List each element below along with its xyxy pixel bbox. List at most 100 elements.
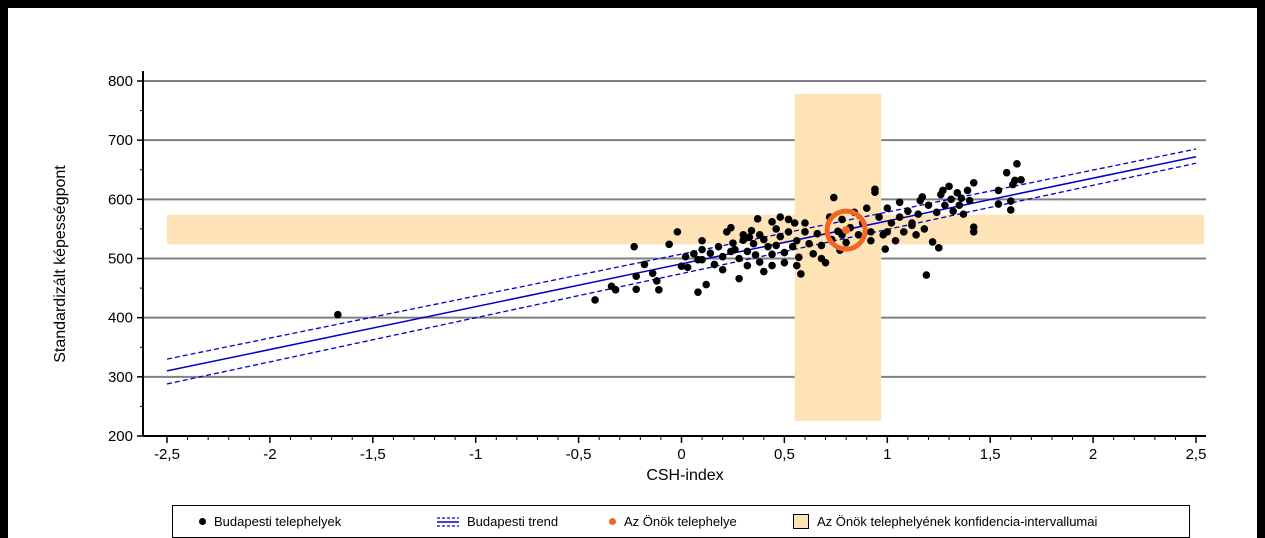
trend-lower-bound	[166, 162, 1197, 385]
data-point-78	[862, 204, 871, 213]
data-point-106	[945, 182, 953, 191]
data-point-24	[714, 242, 723, 251]
data-point-130	[957, 194, 966, 202]
y-axis-label: Standardizált képességpont	[52, 165, 69, 363]
data-point-85	[883, 228, 892, 236]
data-point-87	[887, 219, 896, 227]
data-point-110	[955, 201, 964, 210]
data-point-73	[842, 238, 850, 247]
data-point-25	[718, 252, 727, 261]
site-marker	[824, 208, 868, 252]
data-point-54	[784, 215, 793, 224]
data-point-97	[920, 225, 929, 233]
data-point-19	[698, 245, 706, 254]
data-point-7	[640, 260, 649, 269]
y-tick-label-500: 500	[108, 251, 133, 268]
data-point-33	[739, 231, 748, 239]
axes: 200 300 400 500 600 700 800 -2,5 -2 -1,5 -1 -0,5 0 0,…	[108, 71, 1206, 463]
data-point-32	[735, 274, 743, 283]
data-point-69	[829, 193, 838, 202]
data-point-39	[751, 251, 760, 259]
data-point-107	[947, 195, 955, 204]
black-dot-icon	[199, 518, 206, 525]
data-points	[334, 160, 1025, 319]
data-point-18	[698, 236, 706, 245]
data-point-112	[963, 186, 972, 195]
data-point-94	[914, 210, 922, 218]
data-point-119	[1002, 168, 1011, 177]
data-point-128	[838, 215, 846, 224]
data-point-17	[694, 288, 702, 297]
data-point-132	[768, 218, 776, 226]
y-tick-label-300: 300	[108, 369, 133, 386]
data-point-65	[817, 241, 826, 250]
data-point-117	[994, 186, 1003, 195]
data-point-40	[753, 215, 762, 223]
data-point-45	[764, 242, 772, 251]
data-point-38	[749, 239, 758, 248]
data-point-43	[760, 235, 768, 244]
data-point-90	[899, 228, 908, 236]
legend-label-trend: Budapesti trend	[467, 514, 559, 529]
data-point-129	[895, 198, 904, 207]
data-point-0	[334, 310, 342, 319]
data-point-34	[739, 236, 748, 244]
data-point-51	[776, 232, 785, 241]
data-point-49	[772, 241, 780, 250]
data-point-114	[969, 178, 978, 187]
data-point-118	[994, 200, 1003, 208]
data-point-81	[871, 188, 879, 197]
x-tick-label-2: 2	[1089, 446, 1097, 463]
data-point-98	[922, 271, 931, 279]
data-point-44	[760, 267, 768, 276]
site-point	[842, 226, 851, 235]
y-tick-label-800: 800	[108, 73, 133, 90]
data-point-14	[681, 252, 690, 261]
data-point-100	[928, 238, 937, 246]
data-point-123	[1011, 176, 1019, 185]
data-point-11	[665, 240, 673, 249]
confidence-band-horizontal	[167, 214, 1204, 245]
data-point-48	[772, 225, 780, 233]
data-point-113	[965, 196, 974, 205]
beige-box-icon	[793, 514, 809, 529]
data-point-23	[710, 260, 719, 269]
data-point-135	[908, 221, 916, 230]
x-tick-label-0: 0	[677, 446, 685, 463]
legend-item-points: Budapesti telephelyek	[199, 506, 341, 537]
x-tick-label--1,5: -1,5	[360, 446, 386, 463]
data-point-105	[941, 201, 949, 210]
data-point-79	[867, 228, 875, 236]
data-point-29	[729, 239, 737, 247]
data-point-84	[881, 245, 890, 253]
data-point-63	[809, 249, 818, 258]
trend-upper-bound	[166, 148, 1197, 360]
data-point-37	[747, 226, 756, 235]
data-point-126	[745, 233, 754, 241]
legend-item-confidence: Az Önök telephelyének konfidencia-interv…	[793, 506, 1097, 537]
data-point-36	[743, 261, 752, 270]
data-point-121	[1006, 206, 1015, 214]
x-tick-label-1: 1	[883, 446, 891, 463]
data-point-88	[891, 236, 900, 245]
data-point-16	[690, 249, 698, 258]
x-tick-label--2,5: -2,5	[154, 446, 180, 463]
data-point-56	[788, 242, 797, 251]
data-point-5	[632, 272, 641, 281]
data-point-1	[591, 296, 599, 304]
gridlines	[143, 80, 1206, 378]
data-point-15	[683, 263, 692, 272]
data-point-99	[924, 201, 933, 210]
dashed-trend-line-icon	[437, 516, 459, 527]
y-tick-label-700: 700	[108, 132, 133, 149]
data-point-22	[706, 249, 715, 257]
data-point-101	[932, 208, 941, 217]
data-point-89	[895, 213, 904, 221]
data-point-137	[867, 236, 875, 245]
y-tick-label-600: 600	[108, 191, 133, 208]
x-tick-label-0,5: 0,5	[774, 446, 795, 463]
data-point-9	[653, 277, 661, 285]
y-tick-label-400: 400	[108, 310, 133, 327]
legend-item-trend: Budapesti trend	[437, 506, 558, 537]
